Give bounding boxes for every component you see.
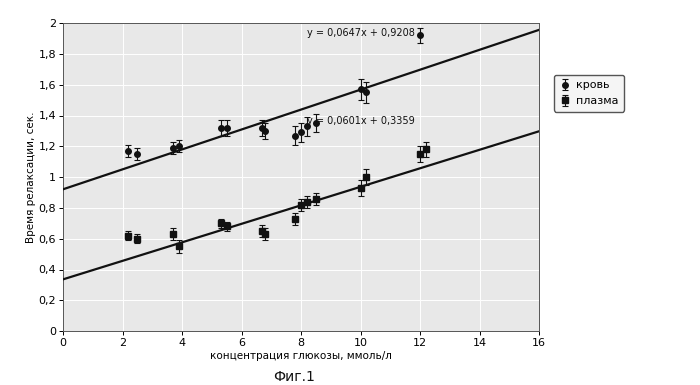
Text: Фиг.1: Фиг.1	[273, 370, 315, 384]
Legend: кровь, плазма: кровь, плазма	[554, 75, 624, 112]
Text: y = 0,0647x + 0,9208: y = 0,0647x + 0,9208	[307, 28, 415, 38]
Text: y = 0,0601x + 0,3359: y = 0,0601x + 0,3359	[307, 116, 414, 126]
X-axis label: концентрация глюкозы, ммоль/л: концентрация глюкозы, ммоль/л	[210, 351, 392, 361]
Y-axis label: Время релаксации, сек.: Время релаксации, сек.	[26, 111, 36, 243]
